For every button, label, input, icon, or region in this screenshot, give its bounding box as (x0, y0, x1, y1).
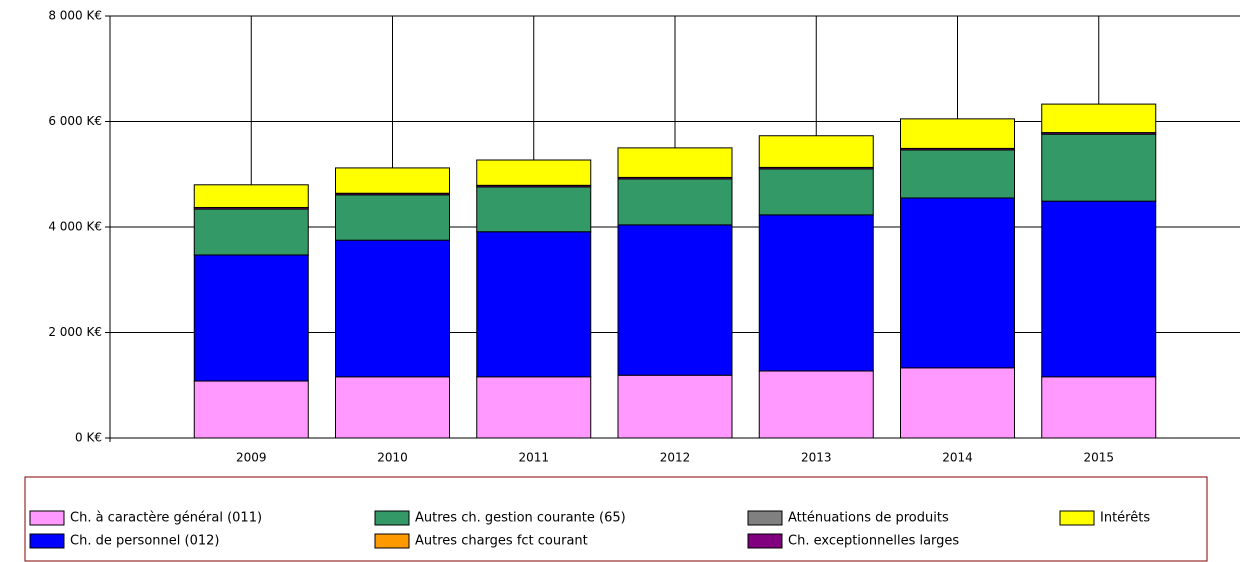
legend-swatch (374, 533, 410, 549)
bar-segment (335, 167, 450, 194)
y-tick-label: 2 000 K€ (48, 325, 102, 339)
bar-segment (476, 376, 592, 439)
legend-swatch (747, 533, 783, 549)
legend-label: Intérêts (1100, 511, 1150, 526)
bar-segment (1041, 103, 1157, 134)
legend-label: Autres charges fct courant (415, 534, 588, 549)
bar-segment (758, 214, 874, 372)
bar-segment (193, 380, 309, 439)
bar-segment (476, 231, 592, 378)
bar-segment (1041, 133, 1157, 202)
y-tick-label: 4 000 K€ (48, 220, 102, 234)
bar-segment (1041, 200, 1157, 378)
bar-segment (758, 370, 874, 439)
bar-segment (617, 147, 733, 178)
bar-segment (900, 367, 1015, 439)
bar-segment (335, 239, 450, 378)
legend-swatch (29, 533, 65, 549)
bar-segment (758, 135, 874, 168)
bar-segment (335, 376, 450, 439)
x-tick-label: 2014 (942, 451, 973, 465)
y-tick-label: 6 000 K€ (48, 114, 102, 128)
legend-label: Atténuations de produits (788, 511, 949, 526)
legend-label: Ch. exceptionnelles larges (788, 534, 959, 549)
x-tick-label: 2013 (801, 451, 832, 465)
x-tick-label: 2009 (236, 451, 267, 465)
legend-label: Autres ch. gestion courante (65) (415, 511, 626, 526)
bar-segment (900, 118, 1015, 149)
bar-segment (193, 184, 309, 208)
legend-swatch (374, 510, 410, 526)
bar-segment (335, 194, 450, 241)
legend-box (24, 476, 1208, 562)
legend-label: Ch. à caractère général (011) (70, 511, 262, 526)
legend-swatch (1059, 510, 1095, 526)
x-tick-label: 2011 (518, 451, 549, 465)
legend-label: Ch. de personnel (012) (70, 534, 219, 549)
legend-swatch (747, 510, 783, 526)
bar-segment (900, 149, 1015, 199)
bar-segment (1041, 376, 1157, 439)
x-tick-label: 2015 (1083, 451, 1114, 465)
bar-segment (617, 224, 733, 376)
x-tick-label: 2010 (377, 451, 408, 465)
bar-segment (758, 168, 874, 216)
bar-segment (900, 197, 1015, 369)
bar-segment (476, 159, 592, 186)
y-tick-label: 8 000 K€ (48, 9, 102, 23)
bar-segment (193, 254, 309, 382)
bar-segment (193, 208, 309, 256)
bar-segment (617, 178, 733, 226)
bar-segment (617, 374, 733, 439)
legend-swatch (29, 510, 65, 526)
x-tick-label: 2012 (660, 451, 691, 465)
bar-segment (476, 186, 592, 233)
y-tick-label: 0 K€ (75, 431, 102, 445)
